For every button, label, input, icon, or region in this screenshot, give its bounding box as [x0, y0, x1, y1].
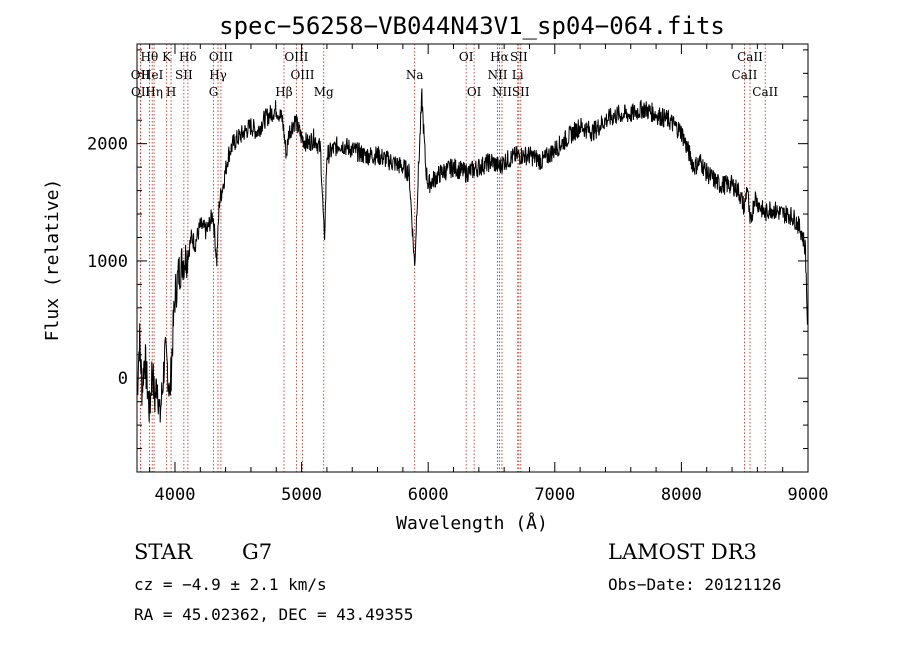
spectral-line-label: Hβ: [275, 85, 292, 99]
spectral-line-label: K: [162, 50, 172, 64]
spectral-line-label: OI: [459, 50, 474, 64]
spectral-line-label: SII: [510, 50, 528, 64]
x-tick-label: 5000: [281, 485, 322, 505]
spectral-line-label: NII: [492, 85, 512, 99]
spectral-line-label: Hθ: [141, 50, 159, 64]
spectral-line-label: CaII: [737, 50, 763, 64]
spectrum-trace: [136, 88, 808, 423]
spectral-line-markers: [139, 44, 766, 472]
spectral-line-label: Hη: [145, 85, 163, 99]
spectral-line-label: HeI: [141, 68, 164, 82]
spectral-line-label: CaII: [752, 85, 778, 99]
spectral-line-label: OIII: [290, 68, 314, 82]
redshift-text: cz = −4.9 ± 2.1 km/s: [134, 575, 327, 594]
spectral-line-label: Mg: [314, 85, 334, 99]
coordinates-text: RA = 45.02362, DEC = 43.49355: [134, 605, 413, 624]
y-tick-label: 0: [118, 369, 128, 389]
x-axis: 4000 5000 6000 7000 8000 9000: [149, 44, 829, 505]
obs-date-text: Obs−Date: 20121126: [608, 575, 781, 594]
spectral-line-label: G: [209, 85, 219, 99]
spectral-line-label: Hα: [490, 50, 509, 64]
chart-title: spec−56258−VB044N43V1_sp04−064.fits: [219, 12, 725, 40]
spectral-line-label: NII: [488, 68, 508, 82]
y-tick-label: 2000: [87, 135, 128, 155]
spectral-line-label: CaII: [732, 68, 758, 82]
spectral-line-label: Hδ: [179, 50, 197, 64]
object-class: STAR: [134, 540, 193, 564]
spectral-line-label: OI: [467, 85, 482, 99]
survey-name: LAMOST DR3: [608, 540, 757, 564]
y-axis-label: Flux (relative): [42, 179, 63, 342]
spectral-line-label: Li: [512, 68, 524, 82]
x-axis-label: Wavelength (Å): [396, 512, 548, 534]
y-axis: 0 1000 2000: [87, 49, 808, 450]
spectral-line-label: OII: [131, 85, 151, 99]
spectral-line-label: H: [166, 85, 176, 99]
spectral-line-label: SII: [175, 68, 193, 82]
x-tick-label: 8000: [661, 485, 702, 505]
y-tick-label: 1000: [87, 252, 128, 272]
object-subclass: G7: [242, 540, 272, 564]
spectral-line-label: Hγ: [209, 68, 227, 82]
x-tick-label: 4000: [155, 485, 196, 505]
plot-frame: [136, 43, 809, 473]
x-tick-label: 7000: [534, 485, 575, 505]
spectral-line-label: OIII: [209, 50, 233, 64]
x-tick-label: 6000: [408, 485, 449, 505]
spectral-line-label: Na: [406, 68, 424, 82]
spectral-line-label: OIII: [284, 50, 308, 64]
spectral-line-label: OII: [131, 68, 151, 82]
x-tick-label: 9000: [788, 485, 829, 505]
spectral-line-label: SII: [512, 85, 530, 99]
